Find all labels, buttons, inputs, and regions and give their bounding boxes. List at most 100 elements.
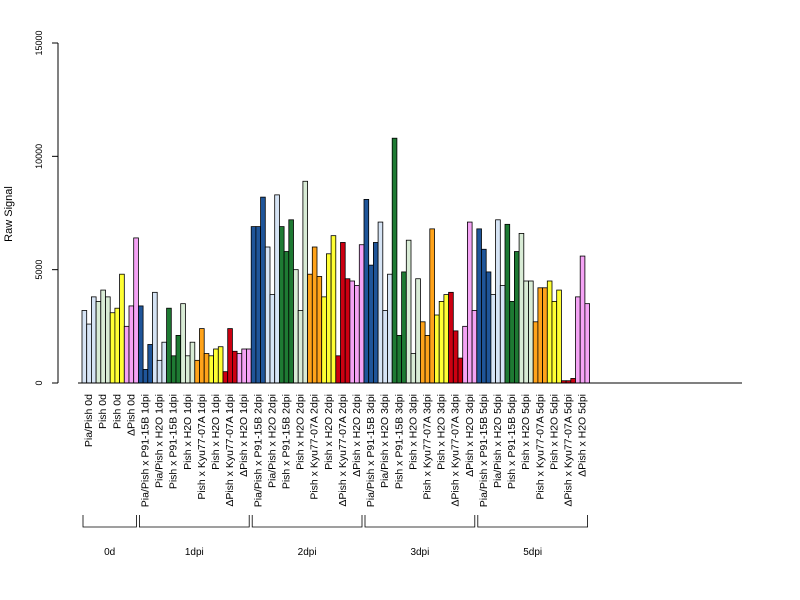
bar — [293, 269, 299, 384]
bar — [391, 137, 398, 384]
group-bracket — [364, 515, 476, 528]
bar — [166, 307, 172, 384]
bar — [429, 228, 435, 384]
x-tick-label: Pish x Kyu77-07A 1dpi — [196, 394, 208, 500]
bar — [152, 291, 158, 384]
bar — [490, 294, 496, 384]
bar — [170, 355, 177, 384]
bar — [457, 357, 464, 384]
bar — [86, 323, 92, 384]
x-tick-label: Pish x Kyu77-07A 2dpi — [309, 394, 321, 500]
bar — [434, 314, 440, 384]
bar — [344, 278, 351, 384]
x-tick-label: Pish x Kyu77-07A 3dpi — [421, 394, 433, 500]
bar — [208, 355, 214, 384]
bar — [537, 287, 544, 384]
bar — [570, 378, 576, 384]
y-axis-label: Raw Signal — [3, 186, 15, 242]
bar — [199, 328, 205, 384]
x-tick-label: Pish 0d — [97, 394, 109, 429]
bar — [100, 289, 106, 384]
bar — [217, 346, 224, 384]
bar — [448, 291, 454, 384]
bar — [471, 310, 478, 384]
bar — [128, 305, 135, 384]
bar — [514, 251, 520, 384]
bar — [354, 285, 360, 384]
x-tick-label: Pia/Pish x H2O 1dpi — [154, 394, 166, 488]
bar — [241, 348, 247, 384]
bar — [443, 294, 449, 384]
bar — [123, 325, 130, 384]
bar — [542, 287, 548, 384]
bar — [340, 242, 346, 384]
bar — [368, 264, 374, 384]
bar — [91, 296, 97, 384]
bar — [396, 334, 402, 384]
x-tick-label: Pia/Pish x P91-15B 3dpi — [365, 394, 377, 507]
x-tick-label: ΔPish x H2O 3dpi — [464, 394, 476, 477]
bar — [363, 198, 370, 384]
x-tick-label: Pish x P91-15B 1dpi — [168, 394, 180, 489]
bar — [325, 253, 332, 384]
bar — [227, 328, 233, 384]
bar — [452, 330, 459, 384]
bar — [156, 359, 163, 384]
x-tick-label: ΔPish x Kyu77-07A 1dpi — [224, 394, 236, 507]
bar — [184, 355, 191, 384]
bar — [137, 305, 144, 384]
y-axis: 0 5000 10000 15000 — [34, 30, 59, 386]
x-tick-label: ΔPish x Kyu77-07A 2dpi — [337, 394, 349, 507]
x-tick-label: ΔPish x H2O 2dpi — [351, 394, 363, 477]
bar — [575, 296, 581, 384]
group-label: 3dpi — [410, 547, 429, 558]
x-tick-label: ΔPish 0d — [125, 394, 137, 436]
x-tick-label: Pish x Kyu77-07A 5dpi — [534, 394, 546, 500]
bar — [189, 341, 196, 384]
bar — [405, 239, 412, 384]
bar — [410, 353, 417, 384]
x-tick-label: Pish x H2O 2dpi — [295, 394, 307, 470]
bar — [250, 226, 257, 384]
bar — [523, 280, 529, 384]
bar — [349, 280, 355, 384]
bar — [330, 235, 337, 384]
x-tick-labels: Pia/Pish 0d Pish 0d Pish 0d ΔPish 0d Pia/Pis… — [83, 394, 589, 507]
bar — [175, 334, 182, 384]
bar — [95, 300, 102, 384]
bar — [316, 276, 323, 384]
bar — [307, 273, 313, 384]
group-bracket — [139, 515, 250, 528]
bar — [335, 355, 341, 384]
bar — [551, 300, 558, 384]
group-label: 1dpi — [185, 547, 204, 558]
bar — [358, 244, 365, 384]
group-bracket — [251, 515, 363, 528]
bar — [255, 226, 261, 384]
bar — [476, 228, 482, 384]
bar — [119, 273, 125, 384]
x-tick-label: Pish x H2O 1dpi — [182, 394, 194, 470]
bar — [579, 255, 586, 384]
bar — [109, 312, 116, 384]
bar — [481, 248, 487, 384]
bar — [147, 344, 153, 384]
bar — [321, 296, 327, 384]
bar — [264, 246, 271, 384]
bar — [377, 221, 384, 384]
bar — [556, 289, 562, 384]
x-tick-label: Pia/Pish x P91-15B 1dpi — [139, 394, 151, 507]
bar — [424, 334, 431, 384]
x-tick-label: Pish x H2O 5dpi — [520, 394, 532, 470]
bar — [462, 325, 468, 384]
group-bracket — [82, 515, 137, 528]
bar — [584, 303, 591, 384]
x-tick-label: ΔPish x Kyu77-07A 5dpi — [562, 394, 574, 507]
bar — [269, 294, 276, 384]
x-tick-label: ΔPish x H2O 5dpi — [577, 394, 589, 477]
bar — [415, 278, 421, 384]
bar — [546, 280, 553, 384]
x-tick-label: Pish x H2O 5dpi — [548, 394, 560, 470]
x-tick-label: Pia/Pish x P91-15B 5dpi — [478, 394, 490, 507]
